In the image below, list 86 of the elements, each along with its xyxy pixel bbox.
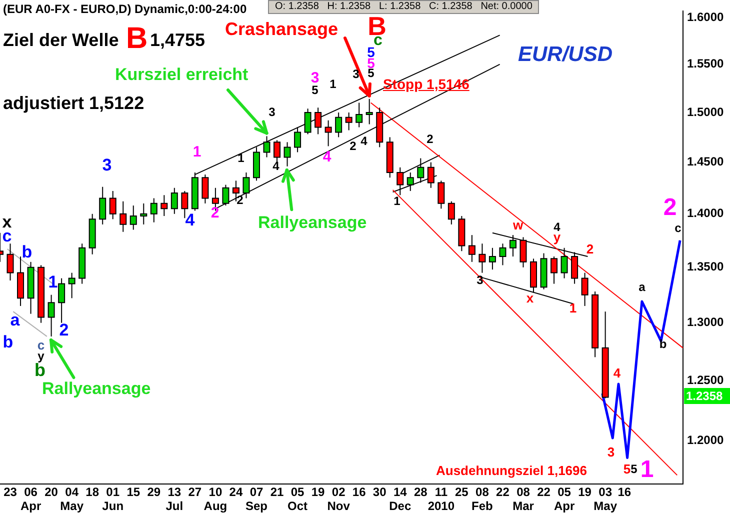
annotation: 4: [185, 210, 195, 230]
annotation: 3: [352, 67, 360, 81]
x-tick-label: 05 Oct: [288, 485, 308, 514]
y-tick-label: 1.6000: [687, 10, 724, 24]
x-tick-label: 22: [537, 485, 551, 500]
annotation: B: [126, 22, 148, 55]
annotation: 3: [607, 444, 615, 460]
annotation: 1: [394, 194, 400, 208]
annotation: Ziel der Welle: [3, 30, 119, 50]
x-tick-label: 18: [86, 485, 100, 500]
chart-title: (EUR A0-FX - EURO,D) Dynamic,0:00-24:00: [3, 2, 247, 16]
x-tick-label: 29: [147, 485, 161, 500]
annotation: 3: [102, 156, 112, 174]
x-tick-label: 07 Sep: [245, 485, 268, 514]
x-tick-label: 27: [188, 485, 202, 500]
x-tick-label: 03 May: [594, 485, 618, 514]
y-tick-label: 1.4000: [687, 206, 724, 220]
annotation: 2: [426, 132, 434, 146]
x-tick-label: 20: [44, 485, 58, 500]
y-tick-label: 1.4500: [687, 154, 724, 169]
annotation: 2: [59, 320, 69, 340]
annotation: 1: [48, 272, 58, 292]
y-tick-label: 1.3500: [687, 260, 724, 274]
y-tick-label: 1.2500: [687, 372, 724, 387]
annotation: b: [659, 337, 667, 351]
annotation: 4: [322, 148, 332, 166]
annotation: O: 1.2358 H: 1.2358 L: 1.2358 C: 1.2358 Net: 0.0000: [268, 0, 540, 14]
x-tick-label: 22: [496, 485, 510, 500]
annotation: EUR/USD: [518, 43, 613, 66]
annotation: 1: [192, 144, 202, 160]
x-tick-label: 24: [229, 485, 243, 500]
annotation: x: [526, 290, 534, 306]
annotation: 3: [268, 105, 276, 119]
annotation: 2: [586, 242, 594, 256]
y-tick-label: 1.5000: [687, 104, 724, 119]
annotation: 1: [569, 300, 577, 316]
annotation: 5: [623, 462, 631, 476]
annotation: 2: [350, 139, 356, 153]
y-tick-label: 1.3000: [687, 315, 724, 330]
x-tick-label: 02 Nov: [327, 485, 350, 514]
x-tick-label: 30: [372, 485, 387, 500]
x-tick-label: 21: [270, 485, 284, 500]
annotation: Ausdehnungsziel 1,1696: [436, 463, 587, 478]
annotation: w: [512, 218, 524, 232]
annotation: 1,4755: [150, 30, 206, 50]
text: 1.2358: [684, 388, 730, 404]
x-tick-label: 14 Dec: [389, 485, 412, 514]
annotation: 1: [238, 151, 244, 165]
x-tick-label: 01 Jun: [102, 485, 124, 514]
annotation: b: [22, 242, 32, 262]
annotation: 1: [640, 456, 654, 483]
annotation: Crashansage: [225, 19, 338, 39]
annotation: 2: [210, 204, 220, 222]
annotation: adjustiert 1,5122: [3, 93, 144, 113]
x-tick-label: 16: [618, 485, 632, 500]
x-tick-label: 19: [578, 485, 592, 500]
annotation: a: [638, 280, 646, 294]
annotation: 1: [330, 77, 336, 91]
x-tick-label: 08 Feb: [472, 485, 493, 514]
x-tick-label: 25: [455, 485, 469, 500]
x-tick-label: 15: [126, 485, 140, 500]
x-tick-label: 08 Mar: [512, 485, 534, 514]
x-tick-label: 19: [311, 485, 326, 500]
annotation: c: [674, 221, 682, 235]
annotation: 2: [663, 194, 677, 221]
annotation: Rallyeansage: [258, 213, 367, 232]
x-tick-label: 06 Apr: [20, 485, 42, 514]
annotation: b: [2, 332, 14, 352]
x-tick-label: 05 Apr: [554, 485, 575, 514]
annotation: 4: [360, 134, 368, 148]
x-tick-label: 16: [352, 485, 366, 500]
x-tick-label: 13 Jul: [166, 485, 184, 514]
annotation: 4: [613, 366, 621, 380]
annotation: a: [10, 310, 20, 330]
annotation: Kursziel erreicht: [115, 65, 248, 84]
annotation: 4: [272, 159, 280, 173]
annotation: Rallyeansage: [42, 379, 151, 398]
x-tick-label: 23: [4, 485, 18, 500]
x-tick-label: 11 2010: [428, 485, 455, 514]
y-tick-label: 1.2000: [687, 432, 724, 447]
annotation: 5: [630, 462, 638, 476]
x-tick-label: 28: [414, 485, 428, 500]
x-tick-label: 10 Aug: [204, 485, 228, 514]
annotation: 3: [476, 273, 484, 287]
y-tick-label: 1.5500: [687, 56, 724, 71]
x-tick-label: 04 May: [60, 485, 84, 514]
